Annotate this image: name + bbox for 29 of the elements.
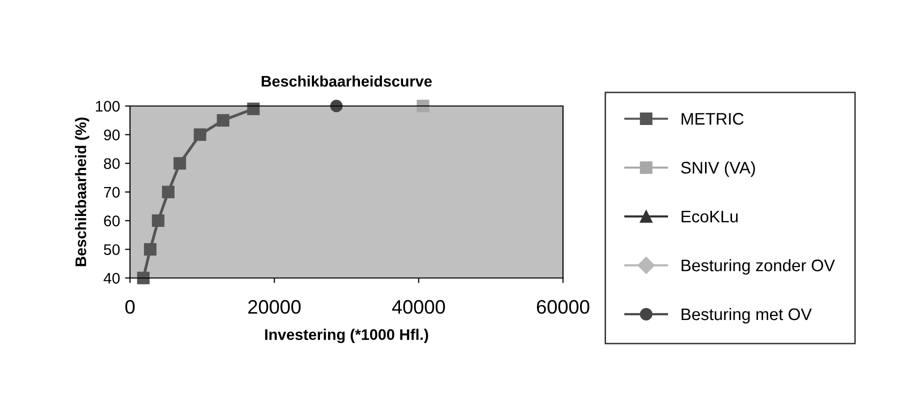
- y-tick-label: 50: [104, 244, 120, 256]
- point: [247, 102, 260, 116]
- y-tick-label: 60: [104, 216, 120, 226]
- legend-label: Besturing zonder OV: [682, 259, 835, 275]
- legend-label: METRIC: [682, 112, 744, 125]
- point: [174, 157, 186, 170]
- x-axis-title: Investering (*1000 Hfl.): [265, 328, 428, 344]
- x-tick-label: 40000: [392, 300, 445, 314]
- point: [144, 243, 156, 256]
- point: [152, 214, 164, 227]
- chart-title: Beschikbaarheidscurve: [262, 75, 432, 87]
- y-tick-label: 40: [104, 272, 120, 284]
- point: [416, 100, 430, 112]
- x-tick-label: 0: [125, 300, 135, 314]
- legend-label: Besturing met OV: [682, 308, 812, 324]
- x-tick-label: 60000: [536, 300, 590, 314]
- legend-label: EcoKLu: [682, 210, 738, 222]
- y-tick-label: 70: [104, 186, 120, 198]
- point: [194, 128, 206, 141]
- point: [330, 100, 343, 112]
- point: [137, 272, 150, 284]
- y-tick-label: 100: [96, 100, 120, 112]
- y-tick-label: 80: [104, 158, 120, 170]
- x-tick-label: 20000: [248, 300, 301, 314]
- legend-label: SNIV (VA): [681, 161, 755, 177]
- y-axis-title: Beschikbaarheid (%): [74, 118, 90, 266]
- y-tick-label: 90: [104, 130, 120, 140]
- point: [162, 186, 174, 198]
- point: [216, 114, 230, 127]
